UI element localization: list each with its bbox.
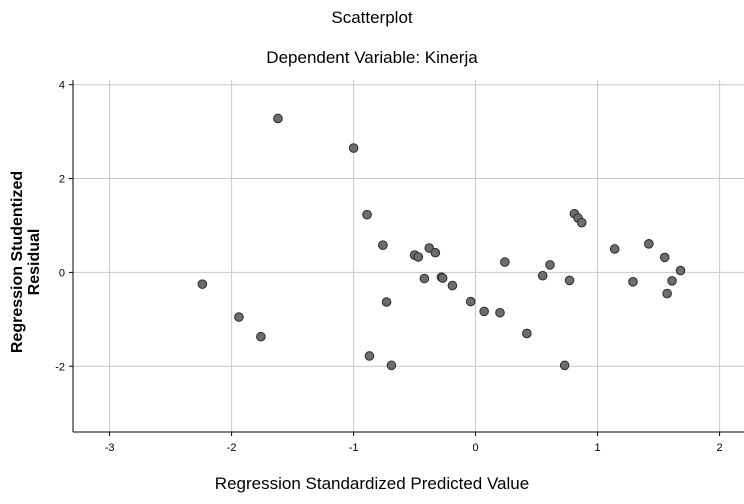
axes [69, 80, 744, 436]
x-tick-label: -2 [227, 442, 237, 454]
data-point [559, 360, 570, 371]
data-point [378, 240, 388, 251]
y-tick-label: 4 [59, 80, 65, 92]
data-point [644, 238, 654, 249]
data-point [273, 113, 283, 124]
data-point [348, 143, 359, 153]
data-point [413, 252, 424, 262]
data-point [362, 209, 372, 220]
gridlines [73, 80, 744, 432]
data-point [545, 260, 555, 270]
chart-title: Scatterplot [331, 8, 413, 27]
data-point [364, 351, 375, 361]
data-point [495, 307, 505, 318]
y-tick-label: -2 [55, 361, 65, 373]
data-point [430, 247, 441, 258]
data-point [659, 252, 670, 263]
data-point [419, 273, 430, 284]
data-point [197, 279, 208, 289]
data-point [465, 296, 476, 307]
data-point [256, 331, 266, 342]
x-axis-label: Regression Standardized Predicted Value [214, 474, 530, 493]
data-point [576, 217, 587, 228]
data-points [197, 113, 686, 371]
data-point [479, 306, 489, 317]
tick-labels: -3 -2 -1 0 1 2 -2 0 2 4 [55, 80, 722, 454]
data-point [564, 275, 575, 286]
data-point [675, 265, 686, 276]
x-tick-label: 0 [473, 442, 479, 454]
data-point [234, 312, 244, 322]
data-point [609, 244, 620, 254]
chart-subtitle: Dependent Variable: Kinerja [266, 48, 478, 67]
y-axis-label: Regression Studentized Residual [9, 171, 43, 353]
data-point [500, 257, 510, 267]
data-point [447, 280, 458, 291]
x-tick-label: -3 [105, 442, 115, 454]
data-point [667, 276, 677, 286]
data-point [381, 297, 392, 307]
y-axis-label-line-1: Regression Studentized [9, 170, 26, 354]
data-point [386, 360, 397, 371]
y-tick-label: 2 [59, 174, 65, 186]
y-axis-label-line-2: Residual [26, 228, 43, 296]
data-point [628, 277, 638, 287]
y-tick-label: 0 [59, 267, 65, 279]
data-point [437, 273, 448, 283]
data-point [537, 270, 548, 281]
data-point [522, 328, 532, 339]
x-tick-label: -1 [349, 442, 359, 454]
x-tick-label: 1 [595, 442, 601, 454]
data-point [662, 288, 672, 299]
x-tick-label: 2 [717, 442, 723, 454]
